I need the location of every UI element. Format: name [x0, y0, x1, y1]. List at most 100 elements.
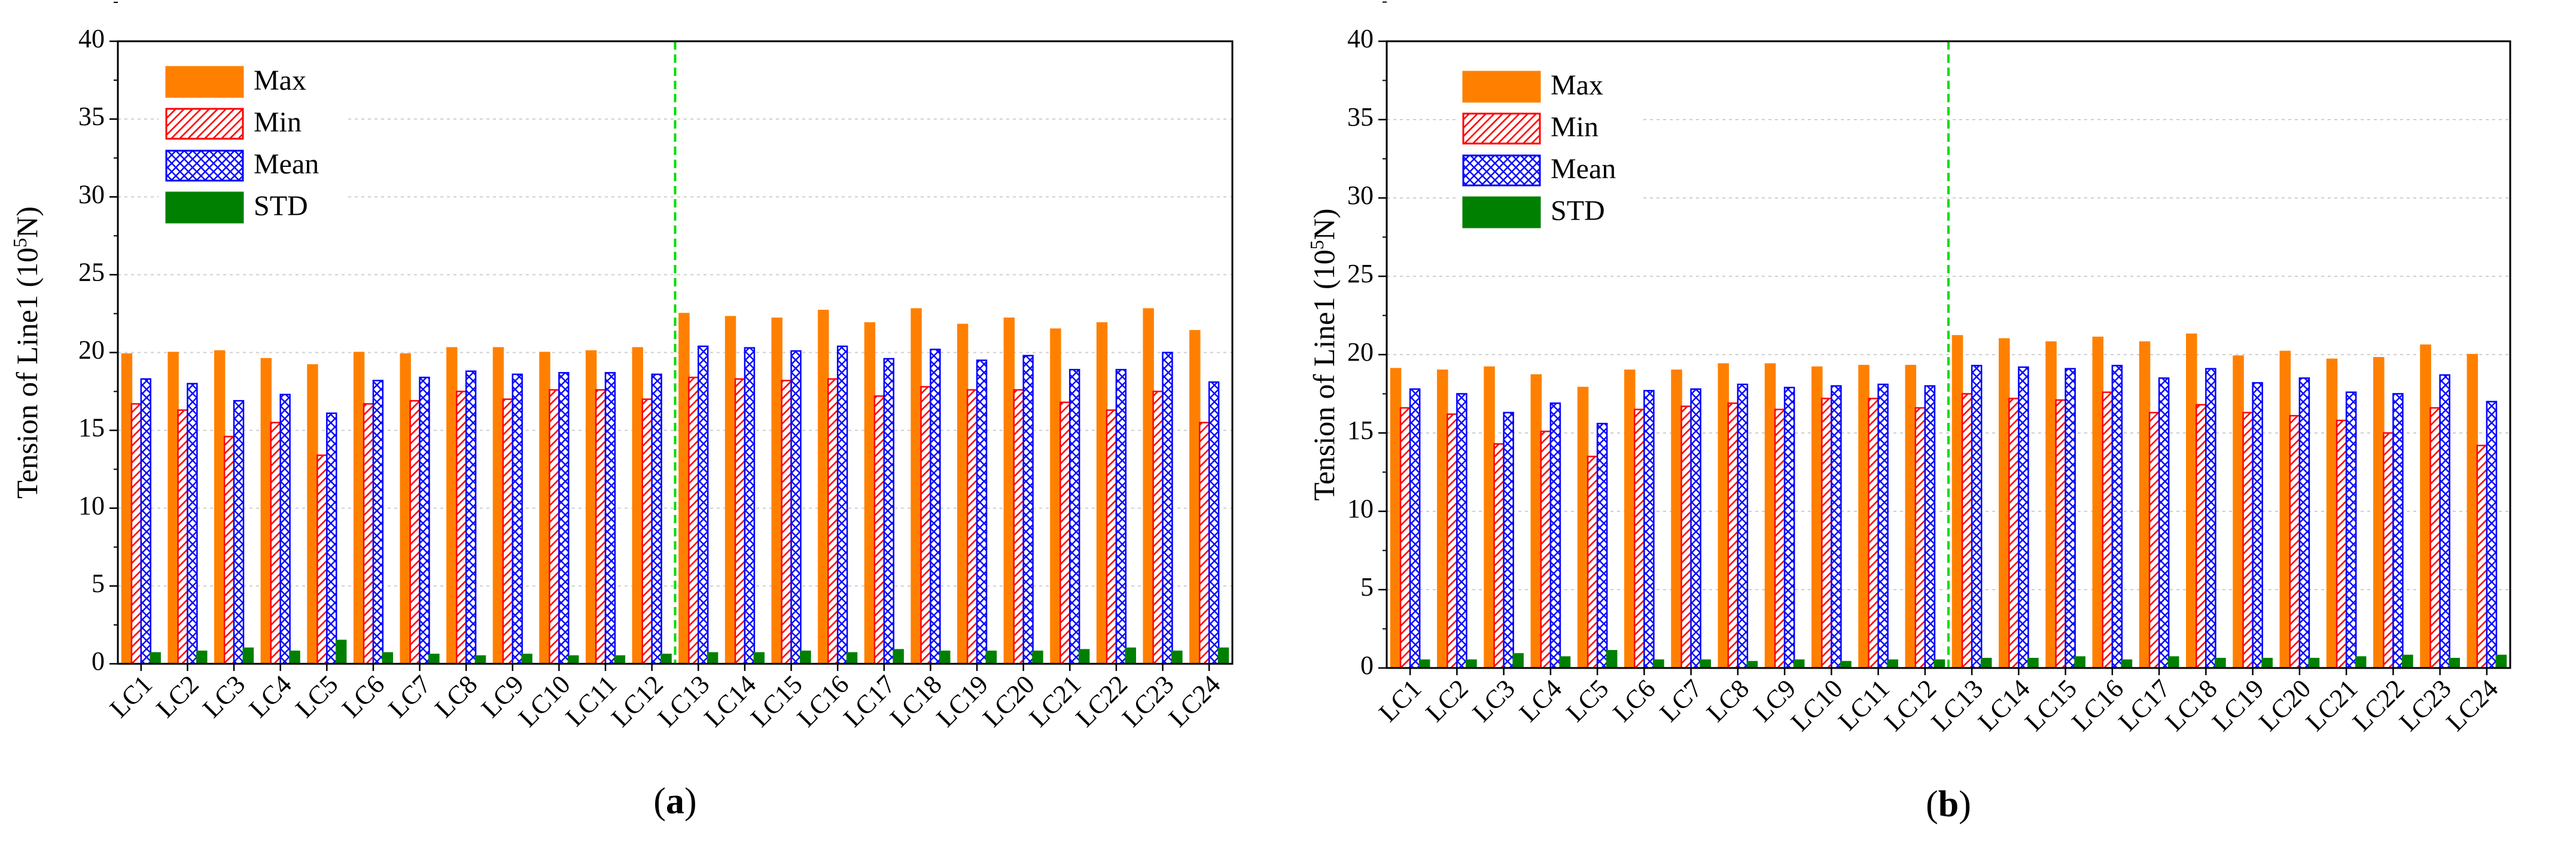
- min-bar: [595, 389, 607, 665]
- std-bar: [428, 654, 440, 665]
- x-tick-label: LC2: [1420, 674, 1474, 728]
- x-tick-label: LC15: [745, 670, 808, 733]
- max-bar: [400, 353, 411, 665]
- min-bar: [1680, 405, 1692, 669]
- std-bar: [1466, 659, 1477, 669]
- max-bar: [1624, 369, 1636, 669]
- x-tick-label: LC2: [151, 670, 205, 724]
- min-bar: [1447, 413, 1458, 669]
- mean-bar: [558, 372, 570, 665]
- x-tick-label: LC17: [838, 670, 901, 733]
- std-bar: [846, 652, 858, 665]
- min-bar: [2196, 404, 2207, 669]
- y-tick-label: 20: [1347, 337, 1374, 367]
- std-bar: [2121, 659, 2133, 669]
- legend-label-min: Min: [254, 106, 302, 138]
- std-bar: [1700, 659, 1711, 669]
- min-bar: [1493, 443, 1505, 669]
- x-tick-label: LC16: [2066, 674, 2130, 737]
- min-bar: [2429, 407, 2441, 669]
- max-bar: [957, 324, 969, 665]
- std-bar: [1217, 647, 1229, 665]
- x-tick-label: LC21: [1024, 670, 1087, 733]
- max-bar: [539, 352, 550, 665]
- min-bar: [1961, 393, 1973, 669]
- y-tick-label: 30: [1347, 181, 1374, 210]
- mean-bar: [2065, 368, 2076, 669]
- std-bar: [2167, 656, 2179, 669]
- legend: Max Min Mean STD: [1456, 66, 1642, 241]
- mean-bar: [465, 370, 477, 665]
- mean-bar: [326, 412, 337, 665]
- max-bar: [2279, 350, 2291, 669]
- max-bar: [1671, 369, 1682, 669]
- std-bar: [1980, 658, 1992, 669]
- max-bar: [2467, 353, 2478, 669]
- mean-bar: [1503, 411, 1514, 669]
- mean-bar: [651, 373, 662, 665]
- y-tick-label: 35: [1347, 102, 1374, 132]
- y-axis-title-sup: 5: [1306, 240, 1327, 249]
- x-tick-label: LC18: [884, 670, 948, 733]
- max-bar: [1390, 368, 1402, 669]
- std-bar: [521, 654, 532, 665]
- legend-label-mean: Mean: [254, 148, 319, 180]
- mean-bar: [1115, 368, 1127, 665]
- mean-bar: [744, 347, 756, 665]
- legend-swatch-min: [1462, 112, 1541, 145]
- std-bar: [753, 652, 765, 665]
- min-bar: [1634, 408, 1645, 669]
- max-bar: [121, 353, 133, 665]
- min-bar: [223, 435, 235, 665]
- std-bar: [2355, 656, 2367, 669]
- std-bar: [1512, 653, 1524, 669]
- min-bar: [1152, 391, 1164, 665]
- x-tick-label: LC3: [197, 670, 251, 724]
- min-bar: [130, 403, 142, 665]
- min-bar: [1727, 402, 1739, 669]
- min-bar: [2055, 399, 2066, 669]
- x-tick-label: LC4: [243, 670, 297, 724]
- legend-label-mean: Mean: [1551, 153, 1616, 185]
- legend-swatch-mean: [165, 150, 244, 182]
- max-bar: [1096, 322, 1108, 665]
- x-tick-label: LC23: [1116, 670, 1180, 733]
- max-bar: [1999, 338, 2010, 669]
- mean-bar: [2158, 377, 2170, 669]
- legend-swatch-min: [165, 108, 244, 140]
- max-bar: [1905, 365, 1917, 669]
- std-bar: [1793, 659, 1805, 669]
- std-bar: [242, 647, 254, 665]
- std-bar: [1933, 659, 1945, 669]
- min-bar: [2289, 414, 2301, 669]
- mean-bar: [279, 393, 291, 665]
- std-bar: [1887, 659, 1898, 669]
- y-tick-label: 35: [78, 102, 105, 131]
- x-tick-label: LC13: [1926, 674, 1989, 737]
- max-bar: [2092, 336, 2104, 669]
- std-bar: [1032, 650, 1043, 665]
- std-bar: [1418, 659, 1430, 669]
- min-bar: [2008, 398, 2020, 669]
- max-bar: [678, 313, 690, 665]
- mean-bar: [1409, 388, 1421, 669]
- min-bar: [827, 378, 839, 665]
- mean-bar: [187, 383, 198, 665]
- x-tick-label: LC7: [383, 670, 437, 724]
- std-bar: [289, 650, 300, 665]
- std-bar: [1559, 656, 1571, 669]
- mean-bar: [1069, 368, 1080, 665]
- min-bar: [456, 391, 467, 665]
- legend-swatch-mean: [1462, 154, 1541, 187]
- y-axis-title-prefix: Tension of Line1 (10: [10, 248, 44, 499]
- std-bar: [985, 650, 997, 665]
- max-bar: [1484, 366, 1495, 669]
- max-bar: [911, 308, 922, 665]
- x-tick-label: LC1: [104, 670, 158, 724]
- legend-label-min: Min: [1551, 111, 1598, 143]
- x-tick-label: LC1: [1373, 674, 1427, 728]
- std-bar: [2074, 656, 2085, 669]
- mean-bar: [372, 380, 384, 665]
- min-bar: [688, 376, 699, 665]
- std-bar: [2215, 658, 2226, 669]
